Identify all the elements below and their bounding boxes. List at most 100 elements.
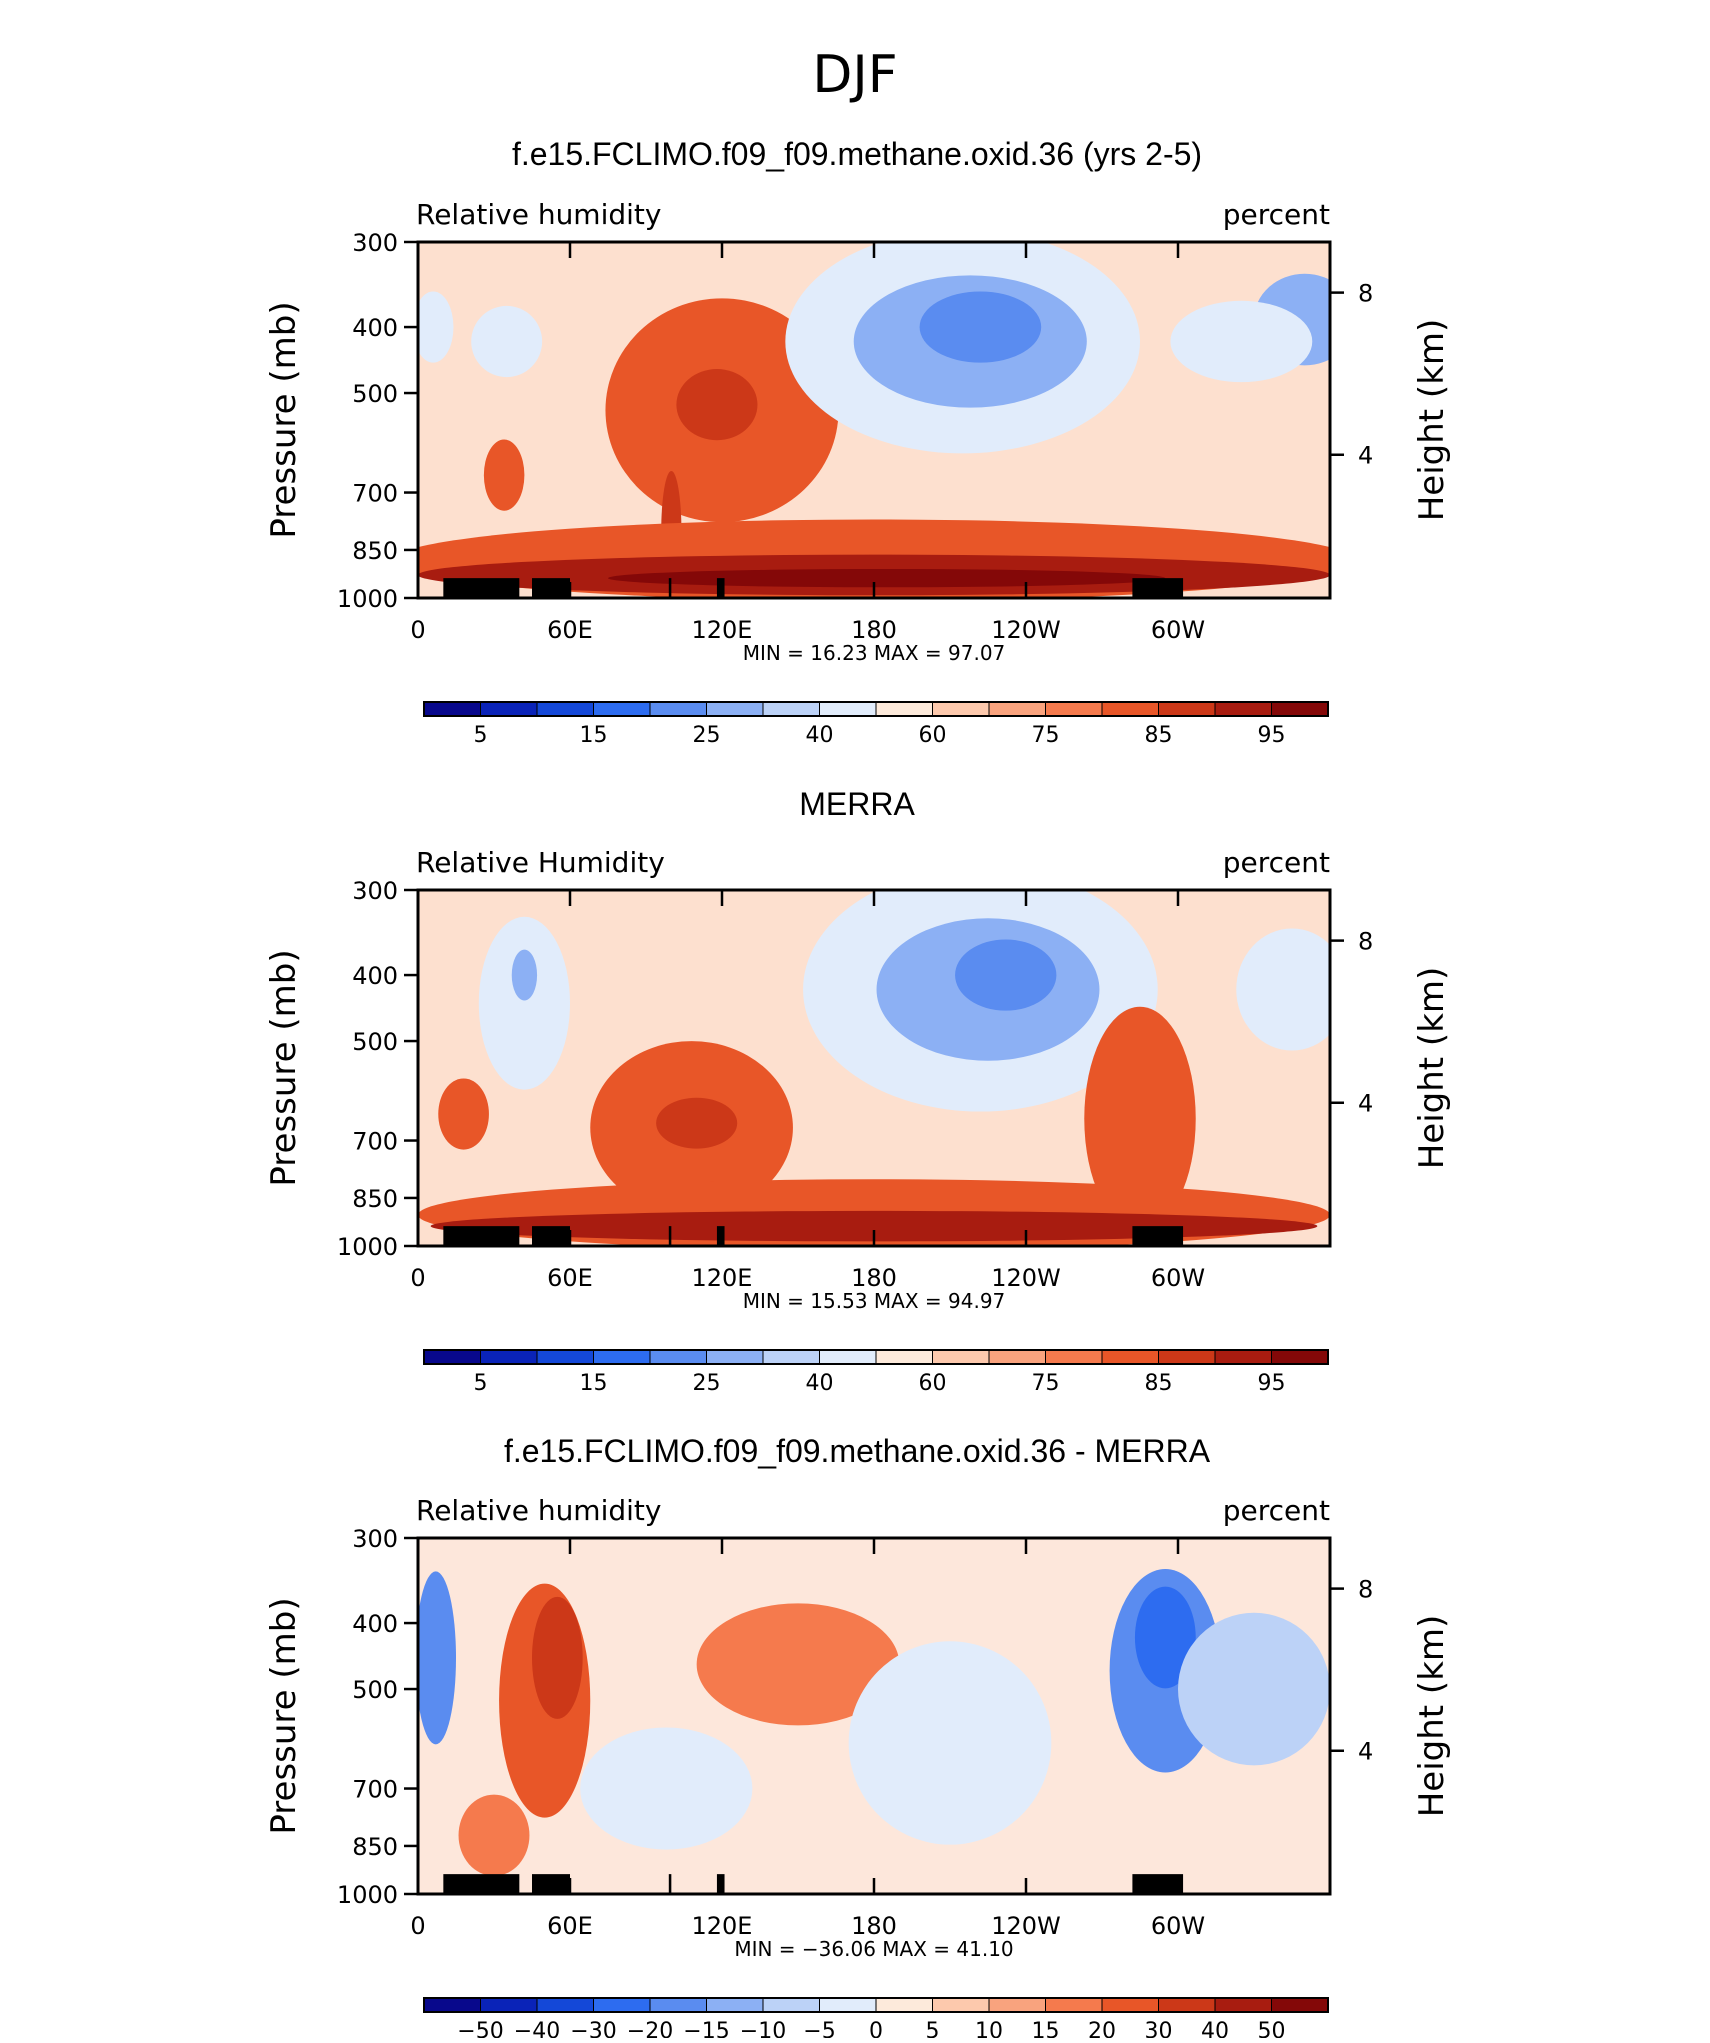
colorbar-swatch [593, 1997, 651, 2013]
colorbar-swatch [480, 701, 538, 717]
x-tick-label: 0 [410, 1912, 425, 1940]
colorbar-label: −50 [457, 2019, 503, 2038]
colorbar-swatch [1045, 701, 1103, 717]
colorbar-label: 40 [806, 1371, 834, 1396]
contour-blob [1084, 1006, 1196, 1231]
y-tick-label: 500 [352, 1028, 398, 1056]
colorbar-label: 40 [806, 723, 834, 748]
x-tick-label: 60E [547, 616, 593, 644]
colorbar-label: 5 [926, 2019, 940, 2038]
y-tick-label: 1000 [337, 585, 398, 613]
min-max-text: MIN = −36.06 MAX = 41.10 [734, 1937, 1013, 1961]
topography-mask [532, 1874, 570, 1894]
y2-axis-title: Height (km) [1412, 1615, 1452, 1818]
colorbar-label: 25 [693, 1371, 721, 1396]
panel-title: MERRA [799, 786, 915, 822]
colorbar-swatch [762, 701, 820, 717]
y-axis-title: Pressure (mb) [264, 1597, 304, 1834]
min-max-text: MIN = 15.53 MAX = 94.97 [743, 1289, 1006, 1313]
panel-variable-label: Relative humidity [416, 1494, 661, 1527]
colorbar-swatch [988, 1997, 1046, 2013]
colorbar-swatch [649, 1349, 707, 1365]
contour-blob [1170, 300, 1313, 383]
panel-units-label: percent [1223, 846, 1330, 879]
colorbar-swatch [649, 701, 707, 717]
topography-mask [716, 1226, 725, 1246]
y-tick-label: 850 [352, 1833, 398, 1861]
page-title: DJF [812, 45, 897, 105]
contour-blob [478, 916, 570, 1090]
colorbar-swatch [988, 701, 1046, 717]
topography-mask [532, 578, 570, 598]
y-axis-title: Pressure (mb) [264, 301, 304, 538]
colorbar-label: 20 [1088, 2019, 1116, 2038]
colorbar-swatch [1101, 1349, 1159, 1365]
y2-tick-label: 8 [1358, 280, 1373, 308]
colorbar-swatch [932, 1349, 990, 1365]
x-tick-label: 180 [851, 616, 897, 644]
y-tick-label: 300 [352, 229, 398, 257]
colorbar-swatch [706, 1997, 764, 2013]
colorbar-label: 75 [1032, 1371, 1060, 1396]
colorbar-label: 95 [1258, 723, 1286, 748]
colorbar-swatch [1158, 1349, 1216, 1365]
colorbar-label: −30 [570, 2019, 616, 2038]
contour-blob [418, 291, 454, 363]
colorbar-frame [423, 1349, 1329, 1365]
colorbar-swatch [423, 1997, 481, 2013]
contour-blob [1134, 1586, 1196, 1689]
colorbar-label: 15 [580, 723, 608, 748]
topography-mask [668, 1226, 672, 1246]
contour-blob [418, 1571, 456, 1745]
y-tick-label: 400 [352, 314, 398, 342]
y-axis-title: Pressure (mb) [264, 949, 304, 1186]
colorbar-swatch [706, 1349, 764, 1365]
contour-blob [471, 305, 543, 378]
colorbar-swatch [762, 1349, 820, 1365]
colorbar-swatch [762, 1997, 820, 2013]
colorbar-frame [423, 701, 1329, 717]
colorbar-swatch [593, 701, 651, 717]
x-tick-label: 180 [851, 1264, 897, 1292]
colorbar-label: −10 [740, 2019, 786, 2038]
colorbar-swatch [988, 1349, 1046, 1365]
colorbar-label: 5 [474, 723, 488, 748]
y2-axis-title: Height (km) [1412, 967, 1452, 1170]
contour-blob [955, 939, 1057, 1011]
contour-blob [438, 1078, 489, 1150]
colorbar-swatch [1158, 1997, 1216, 2013]
x-tick-label: 120W [991, 1912, 1061, 1940]
colorbar-swatch [536, 1349, 594, 1365]
colorbar-swatch [1158, 701, 1216, 717]
topography-mask [1132, 1874, 1184, 1894]
colorbar-label: 30 [1145, 2019, 1173, 2038]
colorbar-label: −40 [514, 2019, 560, 2038]
colorbar-swatch [875, 1349, 933, 1365]
contour-blob [608, 568, 1166, 588]
colorbar-label: 40 [1201, 2019, 1229, 2038]
colorbar-label: −5 [803, 2019, 835, 2038]
y2-tick-label: 8 [1358, 928, 1373, 956]
contour-blob [1178, 1612, 1330, 1766]
y2-tick-label: 4 [1358, 442, 1373, 470]
colorbar-swatch [423, 1349, 481, 1365]
colorbar-swatch [1101, 701, 1159, 717]
panel-variable-label: Relative Humidity [416, 846, 665, 879]
topography-mask [443, 1874, 520, 1894]
x-tick-label: 0 [410, 1264, 425, 1292]
topography-mask [532, 1226, 570, 1246]
contour-blob [483, 439, 525, 511]
topography-mask [668, 1874, 672, 1894]
y-tick-label: 400 [352, 1610, 398, 1638]
y2-tick-label: 4 [1358, 1090, 1373, 1118]
colorbar-swatch [480, 1349, 538, 1365]
y2-axis-title: Height (km) [1412, 319, 1452, 522]
contour-blob [511, 949, 538, 1001]
topography-mask [1132, 1226, 1184, 1246]
colorbar-label: 75 [1032, 723, 1060, 748]
contour-field [418, 1538, 1330, 1894]
contour-blob [580, 1727, 753, 1850]
topography-mask [668, 578, 672, 598]
y-tick-label: 700 [352, 1128, 398, 1156]
